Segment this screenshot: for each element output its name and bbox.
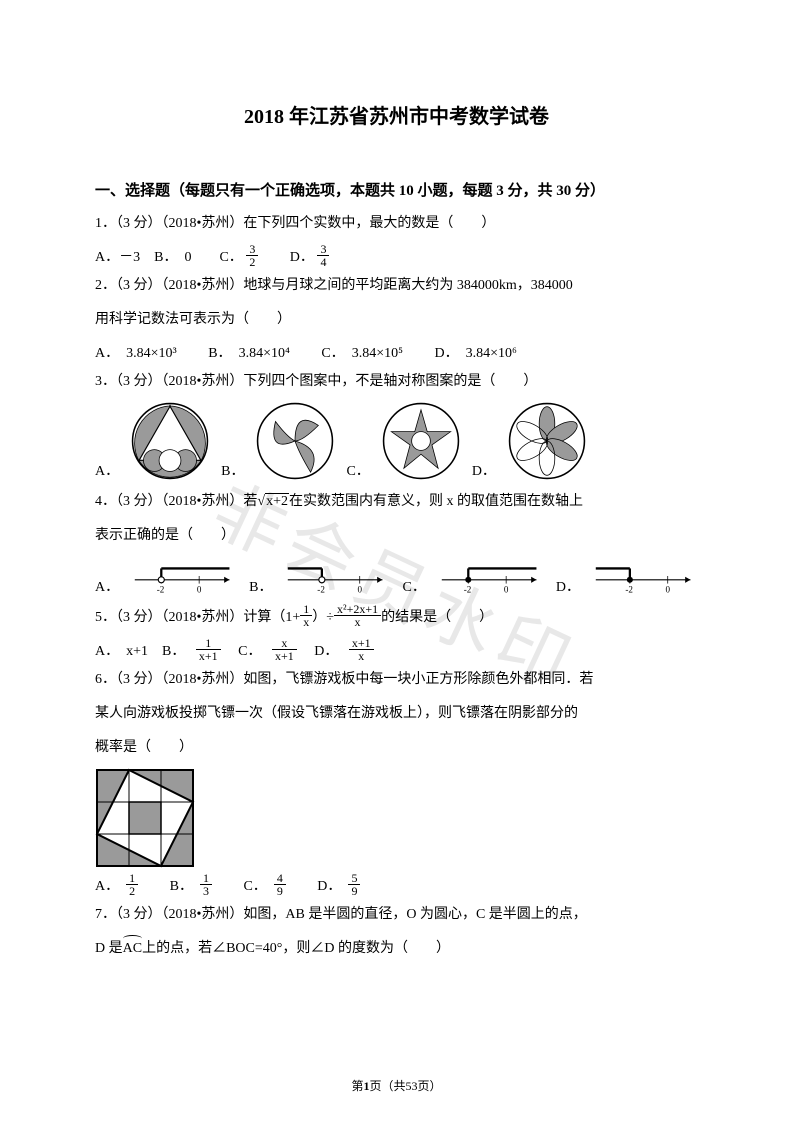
content: 2018 年江苏省苏州市中考数学试卷 一、选择题（每题只有一个正确选项，本题共 … bbox=[95, 100, 698, 963]
svg-text:-2: -2 bbox=[318, 585, 326, 595]
question-1: 1．（3 分）（2018•苏州）在下列四个实数中，最大的数是（ ） bbox=[95, 210, 698, 238]
q3-figure-a bbox=[131, 402, 209, 480]
question-5-options: A． x+1 B． 1x+1 C． xx+1 D． x+1x bbox=[95, 638, 698, 666]
q3-figure-c bbox=[382, 402, 460, 480]
q1-opt-c-frac: 32 bbox=[246, 243, 258, 268]
q2-opt-d: 3.84×10⁶ bbox=[466, 346, 517, 361]
q3-label-a: A． bbox=[95, 460, 119, 480]
question-3: 3．（3 分）（2018•苏州）下列四个图案中，不是轴对称图案的是（ ） bbox=[95, 368, 698, 396]
svg-text:-2: -2 bbox=[625, 585, 633, 595]
question-7-line1: 7．（3 分）（2018•苏州）如图，AB 是半圆的直径，O 为圆心，C 是半圆… bbox=[95, 901, 698, 929]
question-6-line3: 概率是（ ） bbox=[95, 734, 698, 762]
q3-figure-d bbox=[508, 402, 586, 480]
q2-opt-a: 3.84×10³ bbox=[126, 346, 177, 361]
q6-figure bbox=[95, 768, 195, 868]
question-4-figures: A． -2 0 B． -2 0 C． bbox=[95, 556, 698, 596]
q5-opt-a: x+1 bbox=[126, 644, 148, 659]
q1-opt-d-frac: 34 bbox=[317, 243, 329, 268]
q4-figure-b: -2 0 bbox=[284, 556, 390, 596]
q3-figure-b bbox=[256, 402, 334, 480]
question-7-line2: D 是AC上的点，若∠BOC=40°，则∠D 的度数为（ ） bbox=[95, 935, 698, 963]
q3-label-b: B． bbox=[221, 460, 244, 480]
question-5: 5．（3 分）（2018•苏州）计算（1+1x）÷x²+2x+1x的结果是（ ） bbox=[95, 604, 698, 632]
sqrt-icon: x+2 bbox=[257, 488, 289, 516]
q5-opt-d: x+1x bbox=[349, 637, 374, 662]
question-2-line1: 2．（3 分）（2018•苏州）地球与月球之间的平均距离大约为 384000km… bbox=[95, 272, 698, 300]
question-3-figures: A． B． C． D． bbox=[95, 402, 698, 480]
svg-text:0: 0 bbox=[504, 585, 509, 595]
svg-text:-2: -2 bbox=[464, 585, 472, 595]
q4-figure-a: -2 0 bbox=[131, 556, 237, 596]
question-6-line2: 某人向游戏板投掷飞镖一次（假设飞镖落在游戏板上），则飞镖落在阴影部分的 bbox=[95, 700, 698, 728]
q6-opt-a: 12 bbox=[126, 872, 138, 897]
svg-text:0: 0 bbox=[358, 585, 363, 595]
q4-label-a: A． bbox=[95, 576, 119, 596]
q6-opt-b: 13 bbox=[200, 872, 212, 897]
question-6-line1: 6．（3 分）（2018•苏州）如图，飞镖游戏板中每一块小正方形除颜色外都相同．… bbox=[95, 666, 698, 694]
q5-opt-b: 1x+1 bbox=[196, 637, 221, 662]
q3-label-d: D． bbox=[472, 460, 496, 480]
question-2-options: A． 3.84×10³ B． 3.84×10⁴ C． 3.84×10⁵ D． 3… bbox=[95, 340, 698, 368]
q2-opt-b: 3.84×10⁴ bbox=[239, 346, 290, 361]
q4-figure-c: -2 0 bbox=[438, 556, 544, 596]
page-title: 2018 年江苏省苏州市中考数学试卷 bbox=[95, 100, 698, 129]
q4-label-d: D． bbox=[556, 576, 580, 596]
page-footer: 第1页（共53页） bbox=[0, 1077, 793, 1094]
q4-figure-d: -2 0 bbox=[592, 556, 698, 596]
q6-opt-c: 49 bbox=[274, 872, 286, 897]
question-4-line2: 表示正确的是（ ） bbox=[95, 522, 698, 550]
q6-opt-d: 59 bbox=[348, 872, 360, 897]
question-4-line1: 4．（3 分）（2018•苏州）若x+2在实数范围内有意义，则 x 的取值范围在… bbox=[95, 488, 698, 516]
section-heading: 一、选择题（每题只有一个正确选项，本题共 10 小题，每题 3 分，共 30 分… bbox=[95, 179, 698, 200]
exam-page: 非会员水印 2018 年江苏省苏州市中考数学试卷 一、选择题（每题只有一个正确选… bbox=[0, 0, 793, 1122]
svg-text:0: 0 bbox=[197, 585, 202, 595]
q1-opt-a: －3 bbox=[119, 250, 140, 265]
q4-label-b: B． bbox=[249, 576, 272, 596]
q2-opt-c: 3.84×10⁵ bbox=[352, 346, 403, 361]
svg-text:-2: -2 bbox=[157, 585, 165, 595]
q4-label-c: C． bbox=[403, 576, 426, 596]
q3-label-c: C． bbox=[346, 460, 369, 480]
svg-text:0: 0 bbox=[665, 585, 670, 595]
q5-opt-c: xx+1 bbox=[272, 637, 297, 662]
question-2-line2: 用科学记数法可表示为（ ） bbox=[95, 306, 698, 334]
q1-opt-b: 0 bbox=[184, 250, 191, 265]
question-6-options: A． 12 B． 13 C． 49 D． 59 bbox=[95, 873, 698, 901]
question-1-options: A．－3 B． 0 C． 32 D． 34 bbox=[95, 244, 698, 272]
